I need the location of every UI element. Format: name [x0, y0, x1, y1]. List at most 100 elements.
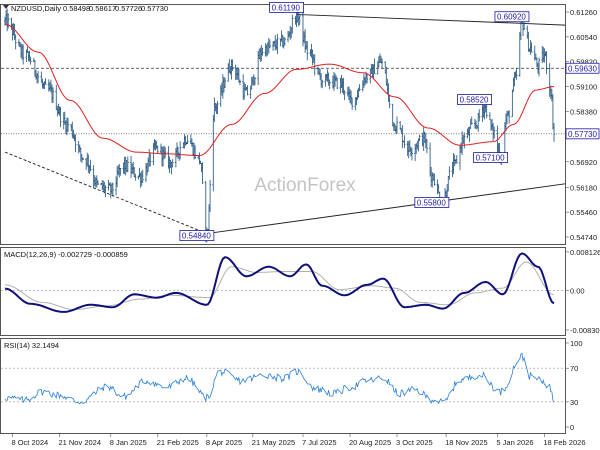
price-bar	[224, 77, 227, 89]
price-bar	[425, 138, 428, 154]
price-bar	[395, 116, 398, 134]
price-bar	[29, 56, 32, 65]
price-bar	[508, 110, 511, 124]
trendlines	[4, 13, 566, 234]
price-bar	[74, 134, 77, 153]
x-tick-label: 5 Jan 2026	[496, 438, 533, 447]
price-label-box	[494, 11, 530, 23]
price-bar	[81, 157, 84, 161]
price-bar	[156, 145, 159, 153]
price-bar	[119, 167, 122, 176]
price-bar	[470, 116, 473, 125]
price-bar	[321, 79, 324, 89]
price-bar	[403, 135, 406, 148]
price-label-text: 0.60920	[497, 13, 526, 22]
price-bar	[194, 145, 197, 160]
level-tag-text: 0.57730	[568, 130, 597, 139]
price-bar	[104, 185, 107, 198]
price-bar	[343, 90, 346, 101]
price-bar	[538, 57, 541, 77]
price-bar	[22, 44, 25, 65]
price-y-tick-label: 0.54740	[570, 233, 597, 242]
x-tick-label: 18 Feb 2026	[543, 438, 585, 447]
symbol-label: NZDUSD,Daily	[11, 4, 61, 13]
macd-y-axis: 0.008126 0.00 -0.008301	[565, 248, 600, 335]
price-bar	[410, 147, 413, 161]
price-bar	[111, 182, 114, 197]
price-bar	[463, 132, 466, 149]
collapse-triangle-icon	[3, 5, 9, 9]
price-bar	[268, 39, 271, 49]
watermark: ActionForex	[254, 175, 356, 196]
price-bar	[134, 173, 137, 181]
rsi-y-tick-label: 100	[570, 339, 583, 348]
trendline	[4, 151, 208, 234]
price-bar	[149, 153, 152, 167]
price-bar	[418, 134, 421, 142]
x-tick-label: 8 Oct 2024	[11, 438, 48, 447]
price-bar	[358, 84, 361, 92]
x-tick-label: 8 Jan 2025	[110, 438, 147, 447]
price-label-text: 0.61190	[272, 3, 301, 12]
price-bar	[493, 126, 496, 139]
price-bar	[209, 179, 212, 213]
x-tick-label: 21 May 2025	[252, 438, 295, 447]
x-tick-label: 21 Feb 2025	[157, 438, 199, 447]
price-label-text: 0.55800	[417, 198, 446, 207]
price-label-box	[179, 230, 215, 241]
rsi-y-tick-label: 70	[570, 364, 578, 373]
x-tick-label: 20 Aug 2025	[349, 438, 391, 447]
x-tick-label: 7 Jul 2025	[302, 438, 337, 447]
macd-panel-border	[0, 247, 566, 336]
price-bar	[238, 79, 241, 86]
rsi-line	[4, 352, 555, 405]
level-tag	[565, 62, 600, 74]
price-bar	[478, 109, 481, 122]
macd-y-tick-label: -0.008301	[570, 326, 600, 335]
level-tag-text: 0.59630	[568, 64, 597, 73]
price-labels: 0.61190 0.60920 0.58520 0.57100 0.55800 0.548…	[179, 2, 530, 241]
price-bar	[373, 58, 376, 75]
x-tick-label: 8 Apr 2025	[206, 438, 242, 447]
price-bar	[37, 70, 40, 84]
level-tag	[565, 128, 600, 140]
price-label-box	[473, 152, 508, 163]
price-bar	[530, 42, 533, 53]
high-value: 0.58617	[89, 4, 116, 13]
horizontal-levels: 0.59630 0.57730	[1, 62, 600, 140]
price-label-box	[269, 2, 304, 13]
trendline	[206, 183, 566, 234]
price-bar	[381, 58, 384, 70]
price-bar	[448, 166, 451, 180]
price-label-text: 0.54840	[182, 232, 211, 241]
price-bar	[164, 147, 167, 158]
price-y-tick-label: 0.59100	[570, 83, 597, 92]
close-value: 0.57730	[141, 4, 168, 13]
price-y-tick-label: 0.61260	[570, 8, 597, 17]
rsi-y-tick-label: 30	[570, 398, 578, 407]
price-bar	[67, 117, 70, 132]
rsi-y-axis: 100 70 30 0	[1, 339, 583, 432]
price-bar	[433, 173, 436, 186]
price-bar	[246, 85, 249, 96]
macd-title: MACD(12,26,9) -0.002729 -0.000859	[4, 250, 128, 259]
macd-main-line	[4, 252, 555, 313]
price-label-text: 0.57100	[476, 154, 505, 163]
macd-y-tick-label: 0.00	[570, 287, 585, 296]
price-bar	[231, 59, 234, 71]
price-bar	[261, 47, 264, 56]
price-header: NZDUSD,Daily 0.58498 0.58617 0.57726 0.5…	[3, 4, 168, 13]
price-bar	[52, 87, 55, 104]
price-bar	[44, 78, 47, 85]
rsi-y-tick-label: 0	[570, 423, 574, 432]
x-axis: 8 Oct 2024 21 Nov 2024 8 Jan 2025 21 Feb 20…	[11, 434, 586, 447]
price-bar	[328, 79, 331, 90]
price-bar	[298, 15, 301, 25]
price-bar	[366, 73, 369, 84]
price-bar	[96, 180, 99, 186]
x-tick-label: 3 Oct 2025	[396, 438, 433, 447]
price-y-tick-label: 0.58380	[570, 107, 597, 116]
macd-y-tick-label: 0.008126	[570, 248, 600, 257]
